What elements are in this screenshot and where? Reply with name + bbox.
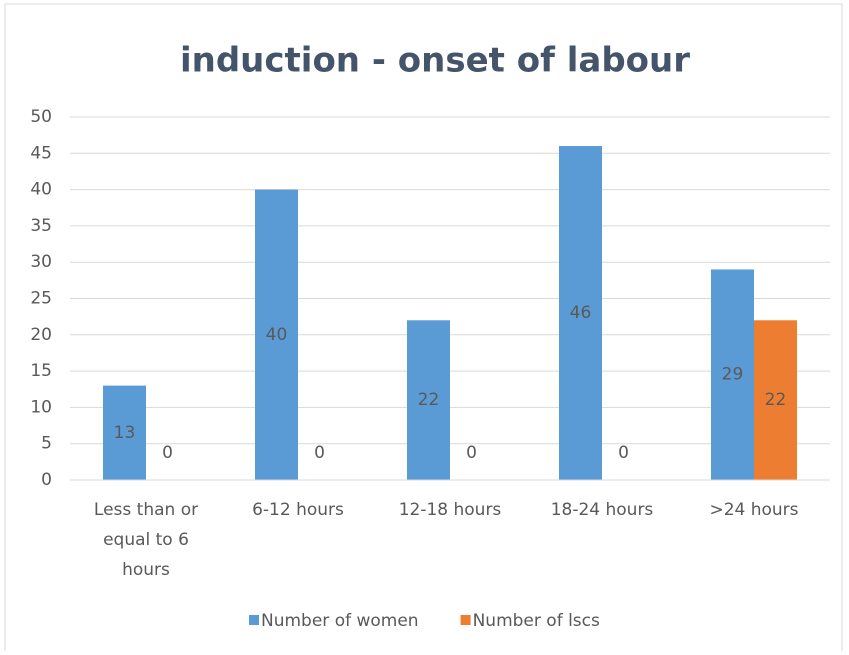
x-tick-label-line: hours (122, 560, 170, 580)
y-tick-label: 20 (30, 325, 52, 345)
x-tick-label-line: equal to 6 (103, 530, 189, 550)
bar (754, 320, 797, 480)
data-label: 0 (618, 443, 629, 463)
data-label: 0 (466, 443, 477, 463)
y-tick-label: 15 (30, 361, 52, 381)
chart-title: induction - onset of labour (180, 41, 690, 81)
data-label: 22 (765, 390, 787, 410)
y-tick-label: 5 (41, 434, 52, 454)
y-tick-label: 45 (30, 143, 52, 163)
y-tick-label: 25 (30, 289, 52, 309)
x-tick-label: >24 hours (709, 500, 798, 520)
data-label: 0 (162, 443, 173, 463)
y-tick-label: 10 (30, 397, 52, 417)
x-tick-label: 18-24 hours (551, 500, 654, 520)
y-tick-label: 40 (30, 180, 52, 200)
bar (103, 385, 146, 480)
legend-swatch (249, 615, 259, 625)
x-tick-label-line: Less than or (94, 500, 198, 520)
x-tick-label: Less than or equal to 6 hours (94, 500, 198, 580)
x-tick-label: 6-12 hours (252, 500, 344, 520)
y-tick-label: 30 (30, 252, 52, 272)
y-tick-label: 0 (41, 470, 52, 490)
data-label: 13 (114, 423, 136, 443)
bar (559, 146, 602, 481)
x-tick-label: 12-18 hours (399, 500, 502, 520)
y-tick-label: 35 (30, 216, 52, 236)
y-tick-label: 50 (30, 107, 52, 127)
bar (407, 320, 450, 480)
data-label: 29 (722, 365, 744, 385)
data-label: 0 (314, 443, 325, 463)
legend-swatch (460, 615, 471, 625)
bar (255, 189, 298, 480)
bar (711, 269, 754, 480)
data-label: 40 (266, 325, 288, 345)
legend-label: Number of lscs (473, 611, 600, 631)
data-label: 46 (570, 303, 592, 323)
legend-label: Number of women (261, 611, 419, 631)
data-label: 22 (418, 390, 440, 410)
